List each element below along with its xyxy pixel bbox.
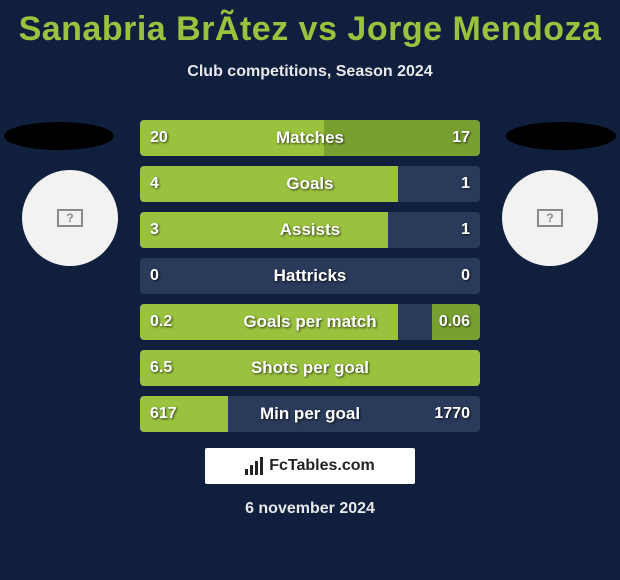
stat-row: 6171770Min per goal [140,396,480,432]
player-shadow-left [4,122,114,150]
stat-bar-left [140,120,324,156]
date-label: 6 november 2024 [0,500,620,518]
stat-value-right: 1770 [434,396,470,432]
stat-bar-right [432,304,480,340]
stat-bar-left [140,166,398,202]
player-shadow-right [506,122,616,150]
avatar-left: ? [22,170,118,266]
stat-row: 6.5Shots per goal [140,350,480,386]
stat-value-left: 0 [150,258,159,294]
stat-row: 41Goals [140,166,480,202]
subtitle: Club competitions, Season 2024 [0,63,620,81]
stat-value-right: 0 [461,258,470,294]
stat-bar-left [140,212,388,248]
branding-bars-icon [245,457,263,475]
stat-row: 2017Matches [140,120,480,156]
stat-row: 0.20.06Goals per match [140,304,480,340]
stat-bar-left [140,304,398,340]
page-title: Sanabria BrÃ­tez vs Jorge Mendoza [0,0,620,49]
stat-bar-right [324,120,480,156]
branding-text: FcTables.com [269,457,375,475]
stat-value-right: 1 [461,166,470,202]
stat-bar-left [140,396,228,432]
avatar-right: ? [502,170,598,266]
stat-value-right: 1 [461,212,470,248]
stat-row: 0 0Hattricks [140,258,480,294]
stats-container: 2017Matches 41Goals 31Assists 0 0Hattricks 0.… [140,120,480,442]
stat-row: 31Assists [140,212,480,248]
branding-badge: FcTables.com [205,448,415,484]
stat-bar-left [140,350,480,386]
stat-label: Hattricks [140,258,480,294]
placeholder-icon: ? [57,209,83,227]
placeholder-icon: ? [537,209,563,227]
